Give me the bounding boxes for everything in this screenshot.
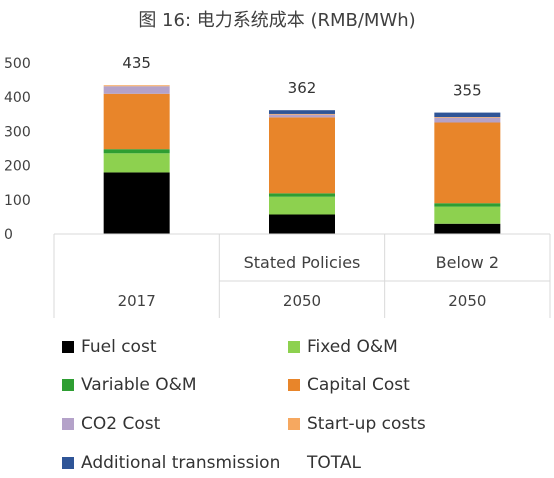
legend-label-capital-cost: Capital Cost [307, 375, 410, 395]
bar-segment-fixed-o-m [103, 153, 170, 173]
x-axis: 2017 Stated Policies 2050 Below 2 2050 [53, 233, 551, 318]
bar-segment-fuel-cost [103, 172, 170, 234]
bar-segment-start-up-costs [434, 117, 501, 118]
legend-item-variable-om: Variable O&M [62, 375, 197, 395]
legend-item-fuel-cost: Fuel cost [62, 337, 156, 357]
legend-label-total: TOTAL [307, 453, 361, 473]
y-tick-label: 100 [4, 193, 31, 209]
bar-segment-fixed-o-m [269, 196, 335, 215]
bar-segment-fuel-cost [434, 223, 501, 234]
bar-segment-start-up-costs [103, 85, 170, 87]
legend-swatch-total [288, 457, 300, 469]
plot-area: 435 362 355 [103, 54, 501, 234]
legend-swatch-fixed-om [288, 341, 300, 353]
bar-segment-fuel-cost [269, 214, 335, 234]
bar-segment-additional-transmission [434, 112, 501, 118]
legend-item-additional-transmission: Additional transmission [62, 453, 280, 473]
legend-label-variable-om: Variable O&M [81, 375, 197, 395]
legend-label-fuel-cost: Fuel cost [81, 337, 157, 357]
legend-label-additional-transmission: Additional transmission [81, 453, 281, 473]
bar-segment-co2-cost [269, 114, 335, 118]
legend-item-fixed-om: Fixed O&M [288, 337, 398, 357]
x-year-label: 2050 [448, 292, 486, 310]
legend-swatch-fuel-cost [62, 341, 74, 353]
y-tick-label: 400 [4, 90, 31, 106]
chart-title: 图 16: 电力系统成本 (RMB/MWh) [138, 10, 415, 31]
bar-segment-co2-cost [103, 86, 170, 94]
y-tick-label: 500 [4, 56, 31, 72]
bar-segment-variable-o-m [103, 149, 170, 154]
x-year-label: 2017 [118, 292, 156, 310]
legend-item-capital-cost: Capital Cost [288, 375, 410, 395]
x-category-label: Stated Policies [244, 253, 361, 272]
legend-item-co2-cost: CO2 Cost [62, 414, 160, 434]
legend-label-fixed-om: Fixed O&M [307, 337, 398, 357]
total-label: 355 [453, 82, 482, 100]
total-label: 362 [288, 79, 317, 97]
x-year-label: 2050 [283, 292, 321, 310]
y-tick-label: 0 [4, 227, 13, 243]
y-tick-label: 200 [4, 159, 31, 175]
legend-swatch-additional-transmission [62, 457, 74, 469]
legend-label-startup-costs: Start-up costs [307, 414, 426, 434]
legend-swatch-startup-costs [288, 418, 300, 430]
total-label: 435 [122, 54, 151, 72]
bar-segment-additional-transmission [269, 110, 335, 114]
y-tick-label: 300 [4, 124, 31, 140]
legend-item-total: TOTAL [288, 453, 361, 473]
legend-item-startup-costs: Start-up costs [288, 414, 426, 434]
bar-segment-variable-o-m [269, 193, 335, 197]
y-axis: 0 100 200 300 400 500 [4, 56, 31, 243]
x-category-label: Below 2 [436, 253, 499, 272]
bar-segment-capital-cost [269, 117, 335, 194]
bar-segment-variable-o-m [434, 203, 501, 207]
legend-swatch-co2-cost [62, 418, 74, 430]
legend-label-co2-cost: CO2 Cost [81, 414, 161, 434]
bar-segment-fixed-o-m [434, 206, 501, 224]
bar-segment-co2-cost [434, 117, 501, 123]
bar-segment-start-up-costs [269, 113, 335, 115]
legend-swatch-capital-cost [288, 379, 300, 391]
bar-segment-capital-cost [103, 93, 170, 150]
legend-swatch-variable-om [62, 379, 74, 391]
bar-segment-capital-cost [434, 122, 501, 204]
